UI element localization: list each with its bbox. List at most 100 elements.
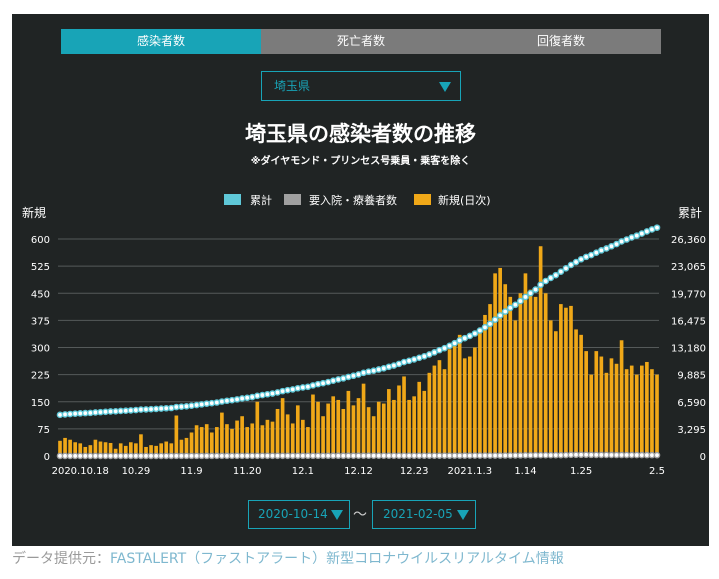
point-cumulative <box>208 399 216 407</box>
bar-new-cases <box>366 407 371 456</box>
y-tick-label-right: 23,065 <box>671 262 706 273</box>
bar-new-cases <box>457 334 462 456</box>
point-cumulative <box>547 274 555 282</box>
bar-new-cases <box>412 396 416 456</box>
point-cumulative <box>299 384 307 391</box>
y-tick-label-right: 13,180 <box>671 344 706 355</box>
point-cumulative <box>269 390 276 397</box>
bar-new-cases <box>235 420 239 456</box>
bar-new-cases <box>645 361 649 456</box>
point-cumulative <box>365 368 372 375</box>
bar-new-cases <box>215 427 219 456</box>
x-tick-label: 1.25 <box>570 466 592 477</box>
chart-panel: 感染者数 死亡者数 回復者数 埼玉県 埼玉県の感染者数の推移 ※ダイヤモンド・プ… <box>12 14 709 546</box>
bar-new-cases <box>397 385 401 456</box>
bar-new-cases <box>68 439 72 456</box>
bar-new-cases <box>209 432 214 456</box>
data-source-link[interactable]: FASTALERT（ファストアラート）新型コロナウイルスリアルタイム情報 <box>110 551 564 567</box>
chevron-down-icon <box>439 82 451 92</box>
point-cumulative <box>603 245 610 252</box>
point-cumulative <box>213 399 221 406</box>
bar-new-cases <box>184 437 189 456</box>
point-cumulative <box>188 402 195 410</box>
bar-new-cases <box>240 416 244 456</box>
bar-new-cases <box>361 383 366 456</box>
bar-new-cases <box>533 296 538 456</box>
point-cumulative <box>501 308 509 315</box>
bar-new-cases <box>311 394 315 456</box>
data-source-prefix: データ提供元： <box>12 551 110 567</box>
bar-new-cases <box>427 372 432 456</box>
bar-new-cases <box>467 356 472 456</box>
point-cumulative <box>259 391 266 399</box>
bar-new-cases <box>493 273 497 456</box>
y-tick-label-left: 225 <box>31 371 50 382</box>
bar-new-cases <box>194 425 199 456</box>
bar-new-cases <box>346 390 351 456</box>
point-cumulative <box>471 330 479 337</box>
legend-swatch <box>224 194 241 205</box>
date-range-separator: 〜 <box>353 507 367 523</box>
y-tick-label-left: 75 <box>37 425 50 436</box>
bar-new-cases <box>326 403 330 456</box>
y-tick-label-right: 19,770 <box>671 289 706 300</box>
bar-new-cases <box>513 320 518 456</box>
bar-new-cases <box>245 427 250 456</box>
bar-new-cases <box>462 358 467 456</box>
y-tick-label-left: 0 <box>44 452 50 463</box>
bar-new-cases <box>447 349 452 456</box>
bar-new-cases <box>483 314 487 456</box>
point-cumulative <box>228 396 236 404</box>
x-tick-label: 12.23 <box>400 466 429 477</box>
prefecture-select[interactable]: 埼玉県 <box>261 71 461 101</box>
bar-new-cases <box>599 356 604 456</box>
bar-new-cases <box>503 284 508 456</box>
point-cumulative <box>289 386 297 393</box>
point-cumulative <box>451 339 458 347</box>
tab-recovered[interactable]: 回復者数 <box>461 29 661 54</box>
bar-new-cases <box>220 412 224 456</box>
point-cumulative <box>577 255 585 263</box>
bar-new-cases <box>83 446 88 456</box>
bar-new-cases <box>164 441 169 456</box>
bar-new-cases <box>301 419 305 456</box>
bar-new-cases <box>331 396 336 456</box>
bar-new-cases <box>255 401 260 456</box>
bar-new-cases <box>356 398 361 456</box>
point-cumulative <box>496 312 504 319</box>
bar-new-cases <box>230 428 234 456</box>
bar-new-cases <box>290 423 295 456</box>
point-cumulative <box>243 394 251 402</box>
point-cumulative <box>522 293 529 301</box>
point-cumulative <box>537 281 544 289</box>
y-axis-title-left: 新規 <box>22 205 46 220</box>
chart-subtitle: ※ダイヤモンド・プリンセス号乗員・乗客を除く <box>250 156 471 167</box>
tab-deaths[interactable]: 死亡者数 <box>261 29 461 54</box>
point-cumulative <box>476 327 484 334</box>
date-end-select[interactable]: 2021-02-05 <box>372 500 476 529</box>
point-cumulative <box>284 386 291 394</box>
bar-new-cases <box>113 448 118 456</box>
tab-cases[interactable]: 感染者数 <box>61 29 261 54</box>
date-start-select[interactable]: 2020-10-14 <box>248 500 350 529</box>
point-cumulative <box>613 240 620 248</box>
x-tick-label: 1.14 <box>514 466 536 477</box>
chevron-down-icon <box>457 510 469 520</box>
bar-new-cases <box>316 401 320 456</box>
x-tick-label: 11.9 <box>180 466 202 477</box>
point-cumulative <box>264 390 271 398</box>
bar-new-cases <box>564 307 568 456</box>
y-tick-label-left: 450 <box>31 289 50 300</box>
point-cumulative <box>193 401 200 409</box>
legend-label: 要入院・療養者数 <box>309 193 397 207</box>
point-cumulative <box>168 404 175 412</box>
bar-new-cases <box>149 445 153 456</box>
bar-new-cases <box>548 320 553 456</box>
bar-new-cases <box>614 363 619 456</box>
y-tick-label-left: 375 <box>31 316 50 327</box>
point-cumulative <box>557 268 565 275</box>
point-cumulative <box>431 349 438 356</box>
y-tick-label-left: 525 <box>31 262 50 273</box>
bar-new-cases <box>78 443 83 456</box>
bar-new-cases <box>123 445 128 456</box>
